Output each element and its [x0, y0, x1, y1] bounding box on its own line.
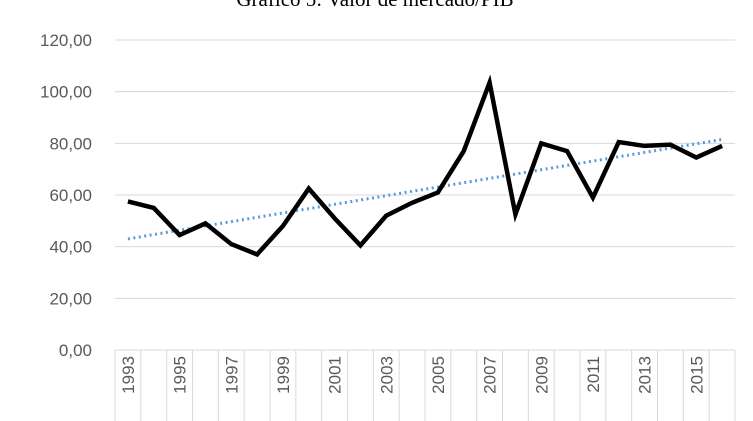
- y-tick-label: 40,00: [49, 238, 92, 257]
- y-tick-label: 120,00: [40, 31, 92, 50]
- x-tick-label: 2011: [584, 356, 603, 393]
- y-tick-label: 60,00: [49, 186, 92, 205]
- y-tick-label: 0,00: [59, 341, 92, 360]
- x-tick-label: 1999: [274, 356, 293, 394]
- x-tick-label: 2015: [687, 356, 706, 394]
- x-tick-label: 2001: [326, 356, 345, 394]
- x-tick-label: 1995: [171, 356, 190, 394]
- x-tick-label: 2005: [429, 356, 448, 394]
- data-line: [127, 74, 724, 258]
- x-tick-label: 2013: [636, 356, 655, 394]
- y-tick-label: 100,00: [40, 83, 92, 102]
- x-tick-label: 2007: [481, 356, 500, 394]
- trendline: [127, 137, 723, 241]
- chart-title: Gráfico 5: Valor de mercado/PIB: [236, 0, 513, 11]
- y-tick-label: 80,00: [49, 134, 92, 153]
- y-tick-label: 20,00: [49, 289, 92, 308]
- x-tick-label: 2009: [532, 356, 551, 394]
- x-tick-label: 2003: [377, 356, 396, 394]
- x-tick-label: 1993: [119, 356, 138, 394]
- x-tick-label: 1997: [222, 356, 241, 394]
